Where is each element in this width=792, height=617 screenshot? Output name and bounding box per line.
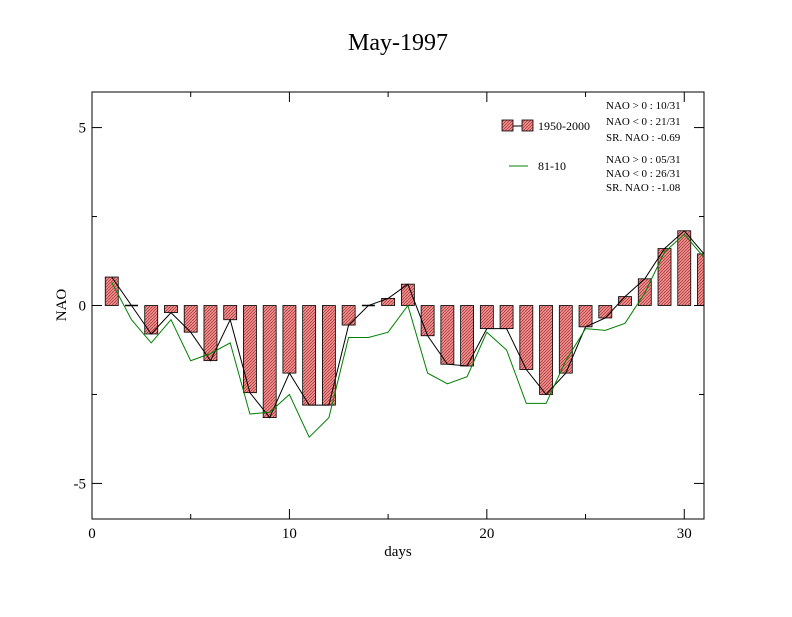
bar-day-11: [302, 305, 317, 406]
bar-day-20: [479, 305, 494, 330]
bar-day-31: [697, 253, 705, 306]
series-line-81-10: [111, 233, 705, 439]
x-tick-label: 20: [479, 526, 494, 542]
bar-day-18: [440, 305, 455, 365]
legend-label-81-10: 81-10: [538, 159, 566, 173]
stats-1950-2000-sr: SR. NAO : -0.69: [606, 132, 681, 144]
x-axis-label: days: [384, 544, 412, 560]
bar-day-8: [243, 305, 257, 394]
bar-day-21: [499, 305, 514, 330]
chart-title: May-1997: [348, 30, 448, 56]
bar-day-12: [322, 305, 336, 406]
bars-layer: [104, 230, 705, 418]
legend: 1950-2000 81-10 NAO > 0 : 10/31 NAO < 0 …: [501, 100, 681, 194]
bar-day-26: [598, 305, 613, 319]
bar-day-10: [282, 305, 297, 374]
bar-day-4: [164, 305, 178, 314]
stats-81-10-sr: SR. NAO : -1.08: [606, 182, 681, 194]
bar-day-9: [262, 305, 277, 418]
series-line-1950-2000: [111, 230, 705, 419]
bar-day-29: [657, 248, 672, 306]
legend-swatch-left: [501, 119, 514, 132]
y-tick-label: 0: [79, 299, 87, 315]
bar-day-30: [677, 230, 692, 306]
stats-81-10-positive: NAO > 0 : 05/31: [606, 154, 681, 166]
axes-layer: 0 10 20 30 -5 0 5: [74, 92, 704, 542]
bar-day-7: [223, 305, 238, 321]
legend-label-1950-2000: 1950-2000: [538, 119, 590, 133]
bar-day-23: [539, 305, 553, 395]
bar-day-13: [341, 305, 356, 326]
x-tick-label: 0: [88, 526, 96, 542]
stats-81-10-negative: NAO < 0 : 26/31: [606, 168, 681, 180]
stats-1950-2000-positive: NAO > 0 : 10/31: [606, 100, 681, 112]
bar-day-25: [578, 305, 593, 328]
lines-layer: [111, 230, 705, 439]
x-tick-label: 30: [677, 526, 692, 542]
y-tick-label: -5: [74, 476, 87, 492]
legend-swatch-right: [521, 119, 534, 132]
bar-day-17: [420, 305, 435, 337]
x-tick-label: 10: [282, 526, 297, 542]
bar-day-15: [381, 297, 396, 306]
y-axis-label: NAO: [54, 289, 70, 322]
y-tick-label: 5: [79, 121, 87, 137]
stats-1950-2000-negative: NAO < 0 : 21/31: [606, 116, 681, 128]
